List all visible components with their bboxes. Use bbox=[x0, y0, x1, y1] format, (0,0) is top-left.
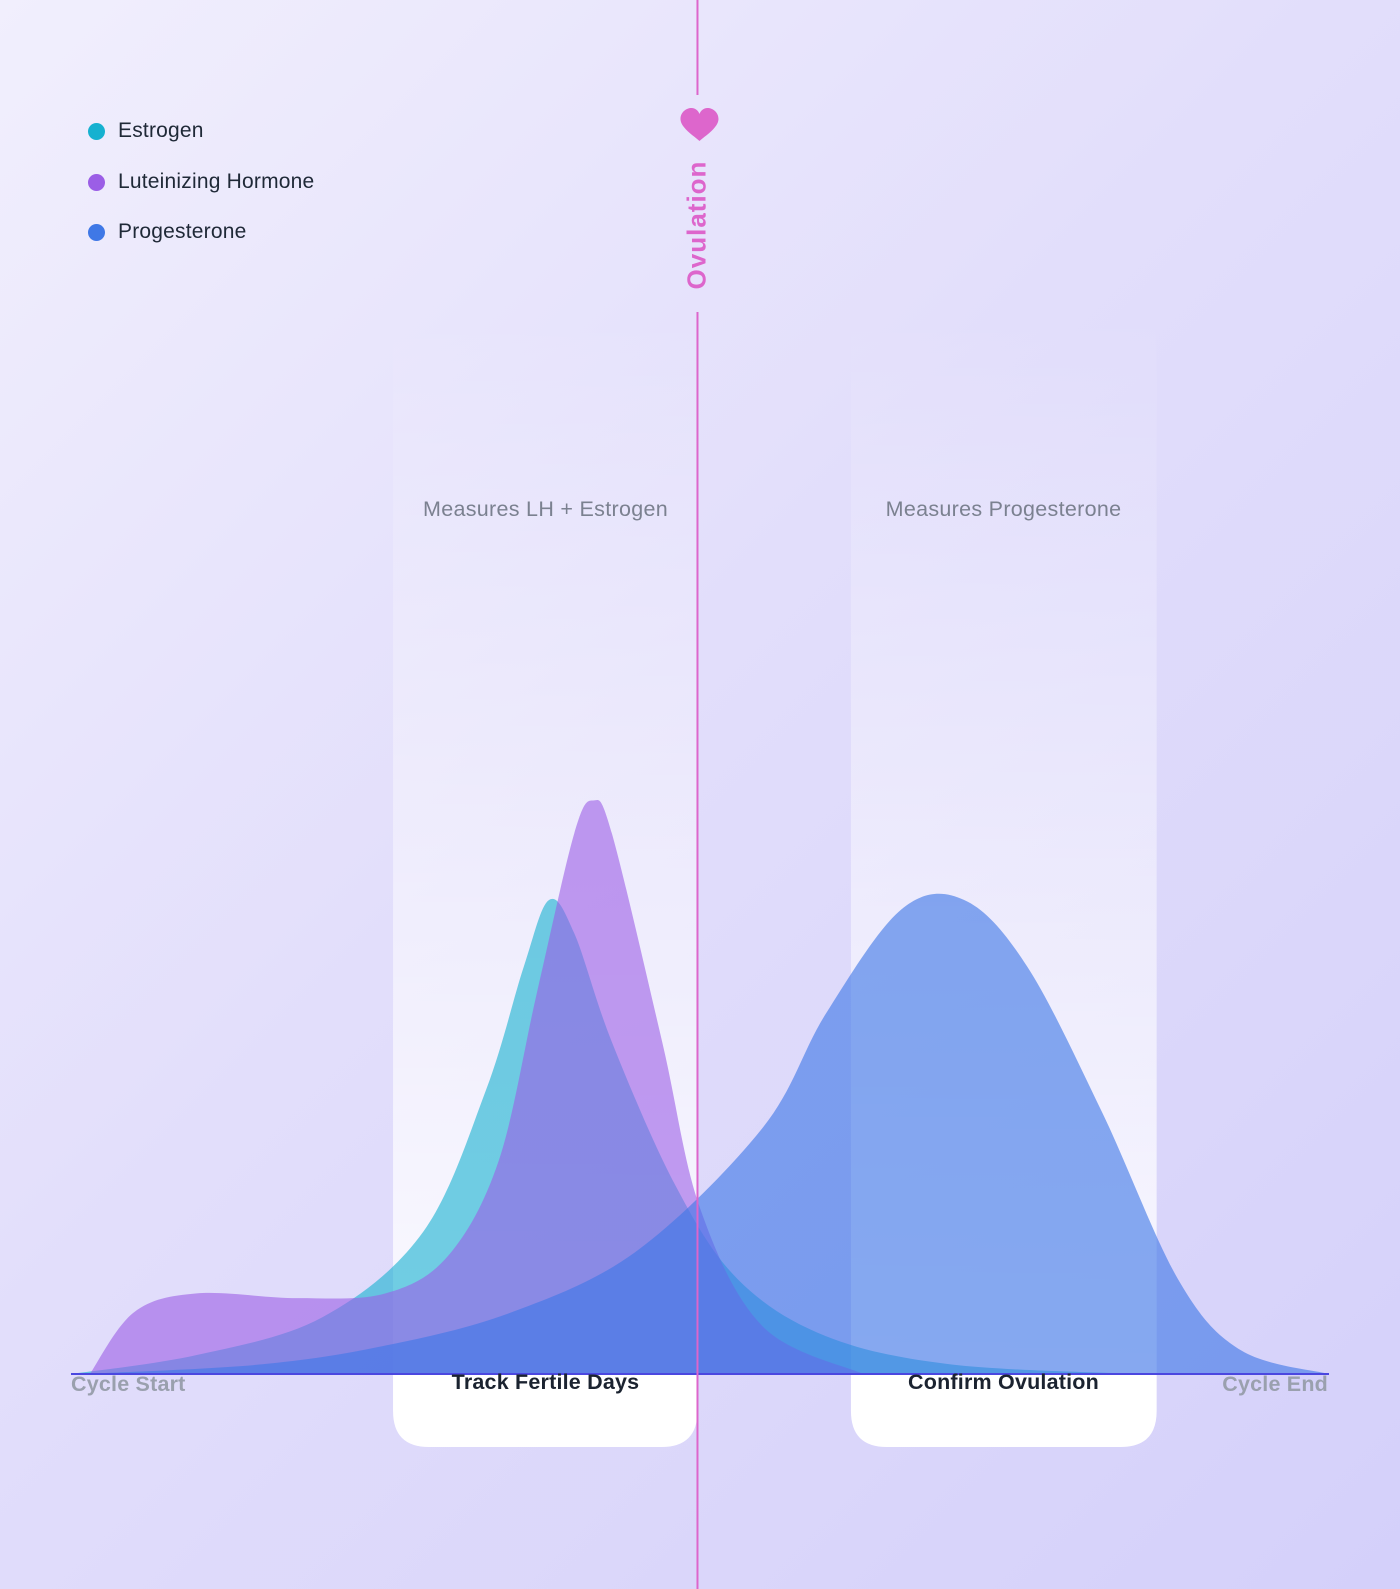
x-axis-start-label: Cycle Start bbox=[71, 1372, 186, 1396]
legend-dot-luteinizing-hormone bbox=[88, 173, 105, 191]
band-caption-progesterone: Measures Progesterone bbox=[885, 497, 1122, 521]
legend-dot-estrogen bbox=[88, 122, 105, 140]
legend-label: Progesterone bbox=[118, 220, 247, 243]
legend-label: Estrogen bbox=[118, 119, 204, 142]
legend-item-luteinizing-hormone[interactable]: Luteinizing Hormone bbox=[88, 169, 314, 195]
band-caption-fertile: Measures LH + Estrogen bbox=[422, 497, 668, 521]
legend-dot-progesterone bbox=[88, 223, 105, 241]
legend-label: Luteinizing Hormone bbox=[118, 170, 315, 193]
phase-pill-0 bbox=[393, 1374, 698, 1447]
x-axis-end-label: Cycle End bbox=[1222, 1372, 1328, 1396]
legend-item-estrogen[interactable]: Estrogen bbox=[88, 118, 314, 144]
legend-item-progesterone[interactable]: Progesterone bbox=[88, 219, 314, 245]
ovulation-label: Ovulation bbox=[681, 160, 712, 290]
series-area-progesterone bbox=[83, 893, 1330, 1374]
heart-icon bbox=[680, 108, 719, 141]
phase-pill-1 bbox=[850, 1374, 1157, 1447]
phase-label-confirm-ovulation[interactable]: Confirm Ovulation bbox=[908, 1370, 1099, 1394]
legend: Estrogen Luteinizing Hormone Progesteron… bbox=[88, 118, 314, 245]
phase-label-track-fertile-days[interactable]: Track Fertile Days bbox=[451, 1370, 640, 1394]
